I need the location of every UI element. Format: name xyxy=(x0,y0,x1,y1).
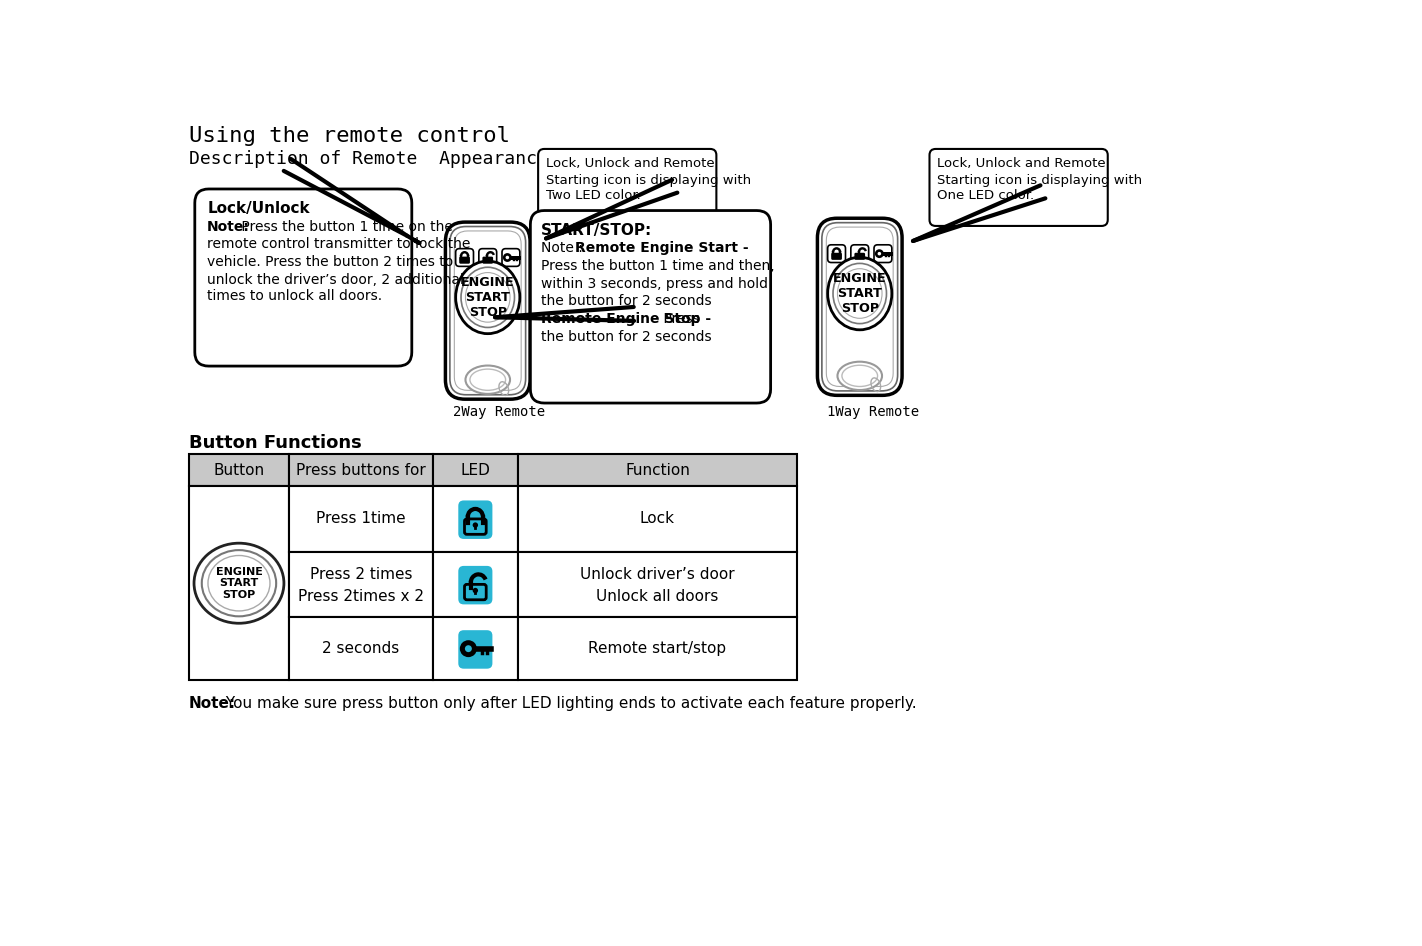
Text: Button Functions: Button Functions xyxy=(189,434,361,452)
Bar xyxy=(432,454,518,486)
Text: 1Way Remote: 1Way Remote xyxy=(828,405,920,419)
Text: 2Way Remote: 2Way Remote xyxy=(452,405,545,419)
Text: Button: Button xyxy=(213,463,264,478)
FancyBboxPatch shape xyxy=(458,500,492,539)
Text: the button for 2 seconds: the button for 2 seconds xyxy=(542,294,712,308)
Bar xyxy=(518,617,796,680)
Bar xyxy=(518,454,796,486)
Text: Press buttons for: Press buttons for xyxy=(296,463,427,478)
Text: Remote Engine Stop -: Remote Engine Stop - xyxy=(542,312,711,326)
Circle shape xyxy=(465,645,472,652)
Bar xyxy=(518,552,796,617)
Text: Two LED color.: Two LED color. xyxy=(546,189,641,202)
FancyBboxPatch shape xyxy=(455,249,474,267)
Text: Press: Press xyxy=(658,312,700,326)
Bar xyxy=(289,617,432,680)
FancyBboxPatch shape xyxy=(530,211,771,403)
Ellipse shape xyxy=(465,365,510,394)
Bar xyxy=(189,454,289,486)
Text: Unlock all doors: Unlock all doors xyxy=(596,588,718,604)
Text: LED: LED xyxy=(461,463,491,478)
FancyBboxPatch shape xyxy=(930,149,1108,226)
Text: Unlock driver’s door: Unlock driver’s door xyxy=(580,567,735,582)
Text: Remote start/stop: Remote start/stop xyxy=(589,641,727,657)
Text: Remote Engine Start -: Remote Engine Start - xyxy=(576,241,749,255)
Text: START/STOP:: START/STOP: xyxy=(542,223,653,237)
Text: You make sure press button only after LED lighting ends to activate each feature: You make sure press button only after LE… xyxy=(222,695,917,710)
Text: Press the button 1 time and then,: Press the button 1 time and then, xyxy=(542,259,775,273)
Text: Lock, Unlock and Remote: Lock, Unlock and Remote xyxy=(546,157,714,169)
FancyBboxPatch shape xyxy=(445,222,530,399)
FancyBboxPatch shape xyxy=(465,519,486,534)
FancyBboxPatch shape xyxy=(479,249,496,267)
Text: Press 2times x 2: Press 2times x 2 xyxy=(299,588,424,604)
Ellipse shape xyxy=(208,555,270,611)
Bar xyxy=(432,486,518,552)
Ellipse shape xyxy=(202,551,276,617)
FancyBboxPatch shape xyxy=(195,189,412,366)
Text: vehicle. Press the button 2 times to: vehicle. Press the button 2 times to xyxy=(208,255,454,270)
FancyBboxPatch shape xyxy=(502,249,520,267)
Text: Press 1time: Press 1time xyxy=(316,512,405,526)
Bar xyxy=(432,617,518,680)
Bar xyxy=(189,486,289,680)
Text: within 3 seconds, press and hold: within 3 seconds, press and hold xyxy=(542,277,768,290)
Text: ENGINE
START
STOP: ENGINE START STOP xyxy=(216,567,263,600)
Circle shape xyxy=(877,252,882,255)
FancyBboxPatch shape xyxy=(458,630,492,669)
Text: Function: Function xyxy=(626,463,690,478)
Text: ENGINE
START
STOP: ENGINE START STOP xyxy=(833,272,886,315)
Circle shape xyxy=(875,249,884,258)
Ellipse shape xyxy=(455,261,520,334)
Ellipse shape xyxy=(838,361,882,390)
FancyBboxPatch shape xyxy=(465,585,486,600)
Text: Press 2 times: Press 2 times xyxy=(310,567,412,582)
FancyBboxPatch shape xyxy=(818,219,902,395)
Text: Note:: Note: xyxy=(208,219,250,234)
Text: Lock/Unlock: Lock/Unlock xyxy=(208,201,310,217)
Text: Using the remote control: Using the remote control xyxy=(189,126,509,146)
FancyBboxPatch shape xyxy=(538,149,717,226)
Text: One LED color.: One LED color. xyxy=(937,189,1034,202)
Bar xyxy=(289,454,432,486)
Text: remote control transmitter to lock the: remote control transmitter to lock the xyxy=(208,237,471,252)
Circle shape xyxy=(506,255,509,259)
FancyBboxPatch shape xyxy=(458,566,492,604)
Text: times to unlock all doors.: times to unlock all doors. xyxy=(208,289,383,303)
Bar xyxy=(518,486,796,552)
Bar xyxy=(289,486,432,552)
Text: the button for 2 seconds: the button for 2 seconds xyxy=(542,330,712,344)
Text: Note:: Note: xyxy=(189,695,236,710)
Circle shape xyxy=(459,640,476,657)
Text: Lock, Unlock and Remote: Lock, Unlock and Remote xyxy=(937,157,1106,169)
Text: Starting icon is displaying with: Starting icon is displaying with xyxy=(937,173,1142,186)
FancyBboxPatch shape xyxy=(855,253,865,260)
Circle shape xyxy=(472,522,478,528)
Text: Note :: Note : xyxy=(542,241,587,255)
Ellipse shape xyxy=(828,257,892,330)
FancyBboxPatch shape xyxy=(875,245,892,262)
Circle shape xyxy=(472,587,478,593)
Text: Starting icon is displaying with: Starting icon is displaying with xyxy=(546,173,751,186)
Text: 2 seconds: 2 seconds xyxy=(323,641,400,657)
Text: unlock the driver’s door, 2 additional: unlock the driver’s door, 2 additional xyxy=(208,272,464,287)
FancyBboxPatch shape xyxy=(828,245,846,262)
Bar xyxy=(432,552,518,617)
FancyBboxPatch shape xyxy=(482,256,493,264)
FancyBboxPatch shape xyxy=(459,256,469,264)
FancyBboxPatch shape xyxy=(832,253,842,260)
Ellipse shape xyxy=(193,543,284,623)
Text: Description of Remote  Appearance: Description of Remote Appearance xyxy=(189,150,547,168)
Bar xyxy=(289,552,432,617)
Circle shape xyxy=(503,254,512,262)
FancyBboxPatch shape xyxy=(850,245,869,262)
Text: Lock: Lock xyxy=(640,512,675,526)
Text: ENGINE
START
STOP: ENGINE START STOP xyxy=(461,276,515,319)
Text: Press the button 1 time on the: Press the button 1 time on the xyxy=(236,219,452,234)
